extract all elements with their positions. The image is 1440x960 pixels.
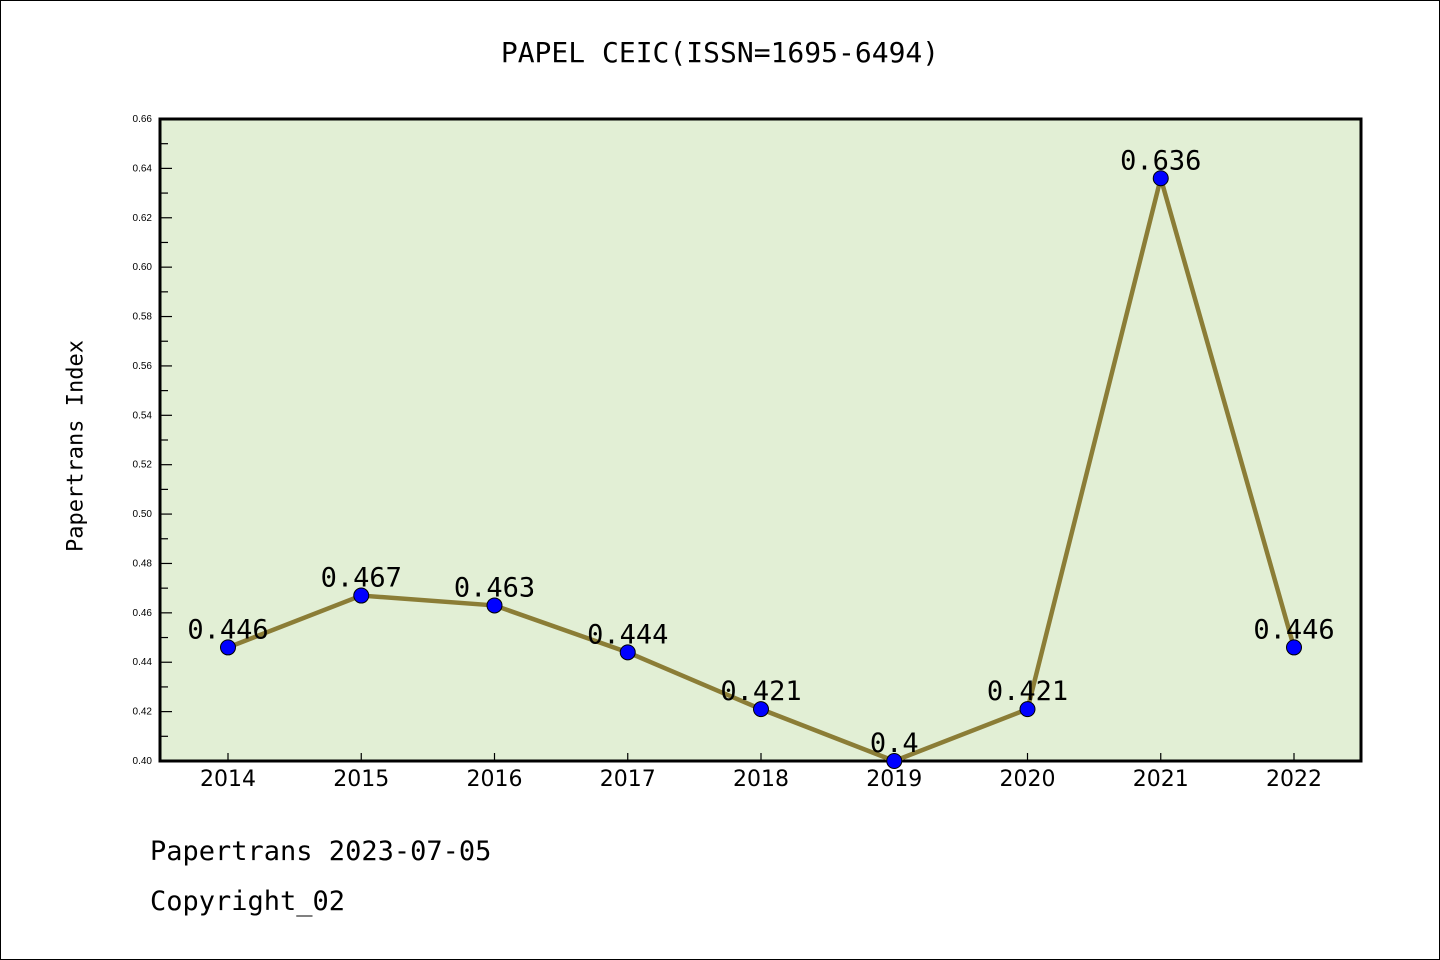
data-label: 0.636 [1120, 145, 1201, 176]
footer-date: Papertrans 2023-07-05 [150, 836, 492, 867]
data-label: 0.467 [321, 563, 402, 594]
x-tick-label: 2021 [1133, 767, 1189, 792]
y-tick-label: 0.64 [133, 163, 153, 174]
y-tick-label: 0.50 [133, 509, 153, 520]
y-tick-label: 0.58 [133, 312, 153, 323]
y-tick-label: 0.62 [133, 213, 153, 224]
data-label: 0.444 [587, 619, 668, 650]
data-point [753, 701, 769, 718]
data-point [220, 639, 236, 656]
y-tick-label: 0.66 [133, 114, 153, 125]
data-point [1019, 701, 1036, 718]
x-tick-label: 2014 [200, 767, 256, 792]
data-label: 0.421 [987, 676, 1068, 707]
data-label: 0.4 [870, 728, 919, 759]
y-tick-label: 0.40 [133, 756, 153, 767]
x-tick-label: 2018 [733, 767, 789, 792]
footer-copyright: Copyright_02 [150, 886, 346, 917]
x-tick-label: 2019 [866, 767, 922, 792]
data-label: 0.446 [1253, 614, 1334, 645]
y-tick-label: 0.60 [133, 262, 153, 273]
data-point [1286, 639, 1302, 656]
data-point [353, 587, 370, 604]
data-point [1152, 170, 1169, 187]
data-point [886, 753, 903, 769]
y-tick-label: 0.52 [133, 460, 153, 471]
y-tick-label: 0.42 [133, 707, 153, 718]
x-tick-label: 2016 [467, 767, 523, 792]
data-point [619, 644, 636, 661]
plot-area [158, 117, 1363, 763]
x-tick-label: 2015 [333, 767, 389, 792]
data-label: 0.463 [454, 572, 535, 603]
y-tick-label: 0.44 [133, 657, 153, 668]
data-label: 0.446 [187, 614, 268, 645]
y-tick-label: 0.56 [133, 361, 153, 372]
x-tick-label: 2022 [1266, 767, 1322, 792]
x-tick-label: 2020 [1000, 767, 1056, 792]
data-label: 0.421 [720, 676, 801, 707]
y-tick-label: 0.48 [133, 558, 153, 569]
data-point [486, 597, 503, 614]
y-tick-label: 0.54 [133, 410, 153, 421]
y-tick-label: 0.46 [133, 608, 153, 619]
x-tick-label: 2017 [600, 767, 656, 792]
chart-title: PAPEL CEIC(ISSN=1695-6494) [500, 36, 940, 69]
